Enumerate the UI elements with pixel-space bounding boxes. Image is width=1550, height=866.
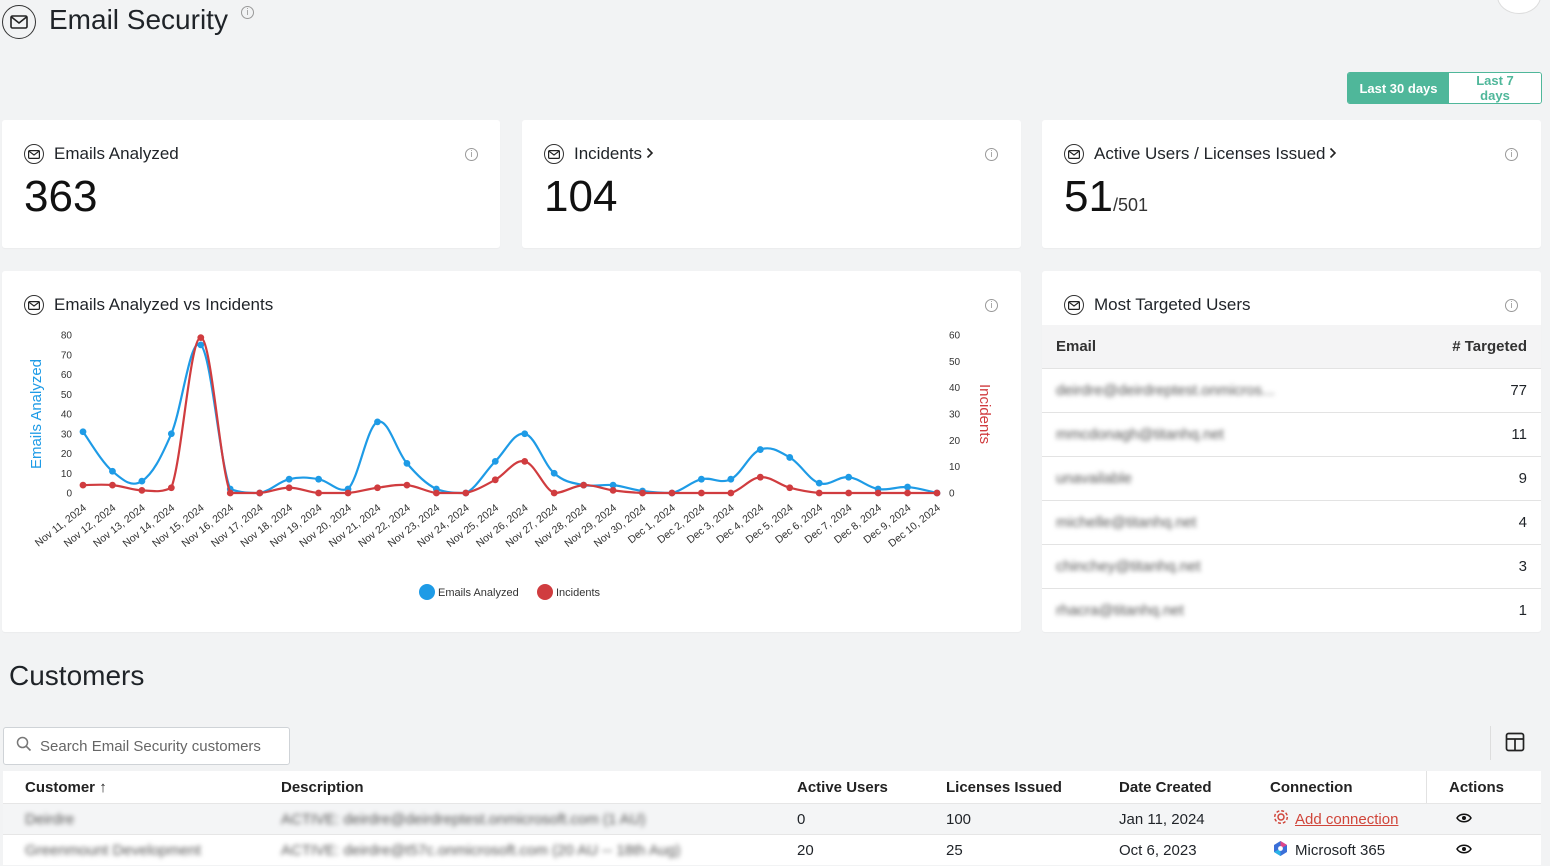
divider <box>1426 771 1427 803</box>
customer-search[interactable] <box>3 727 290 765</box>
card-title: Emails Analyzed <box>54 144 179 163</box>
table-row[interactable]: unavailable 9 <box>1042 456 1541 500</box>
licenses-value: 25 <box>946 841 963 859</box>
emails-analyzed-card: Emails Analyzed i 363 <box>2 120 500 248</box>
licenses-column-header[interactable]: Licenses Issued <box>946 778 1062 796</box>
customer-name[interactable]: Deirdre <box>25 810 75 828</box>
emails-analyzed-value: 363 <box>24 172 98 221</box>
table-row[interactable]: mmcdonagh@titanhq.net 11 <box>1042 412 1541 456</box>
card-title: Active Users / Licenses Issued <box>1094 144 1326 163</box>
customer-column-label: Customer <box>25 778 96 796</box>
search-input[interactable] <box>40 737 280 755</box>
email-security-icon <box>2 5 36 39</box>
divider <box>1490 726 1491 760</box>
actions-column-header: Actions <box>1449 778 1505 796</box>
user-email: mmcdonagh@titanhq.net <box>1056 426 1224 443</box>
customer-name[interactable]: Greenmount Development <box>25 841 201 859</box>
customer-description: ACTIVE: deirdre@deirdreptest.onmicrosoft… <box>281 810 646 828</box>
card-title: Incidents <box>574 144 643 163</box>
date-created-column-header[interactable]: Date Created <box>1119 778 1212 796</box>
date-range-toggle: Last 30 days Last 7 days <box>1347 72 1542 104</box>
table-columns-icon[interactable] <box>1505 732 1527 754</box>
active-users-value: 0 <box>797 810 806 828</box>
mail-icon <box>1064 144 1084 164</box>
active-users-value: 51/501 <box>1064 172 1148 222</box>
info-icon[interactable]: i <box>1505 148 1518 161</box>
card-title: Most Targeted Users <box>1094 295 1251 314</box>
page-title: Email Security <box>49 4 228 35</box>
sort-arrow-up-icon: ↑ <box>99 778 107 796</box>
targeted-count: 77 <box>1510 382 1527 399</box>
customer-description: ACTIVE: deirdre@t57c.onmicrosoft.com (20… <box>281 841 681 859</box>
incidents-value: 104 <box>544 172 618 221</box>
active-users-link[interactable]: Active Users / Licenses Issued <box>1064 144 1337 164</box>
mail-icon <box>1064 295 1084 315</box>
targeted-count: 1 <box>1518 602 1527 619</box>
targeted-count: 11 <box>1511 426 1527 443</box>
connection-column-header[interactable]: Connection <box>1270 778 1353 796</box>
table-row[interactable]: chinchey@titanhq.net 3 <box>1042 544 1541 588</box>
close-button[interactable] <box>1497 0 1541 14</box>
table-row[interactable]: rhacra@titanhq.net 1 <box>1042 588 1541 632</box>
active-users-value: 20 <box>797 841 814 859</box>
targeted-count: 9 <box>1518 470 1527 487</box>
user-email: deirdre@deirdreptest.onmicros... <box>1056 382 1275 399</box>
view-eye-icon[interactable] <box>1456 811 1472 828</box>
targeted-column-header[interactable]: # Targeted <box>1452 338 1527 355</box>
chevron-right-icon <box>646 144 654 164</box>
customers-table-header: Customer ↑ Description Active Users Lice… <box>3 771 1541 803</box>
most-targeted-users-card: Most Targeted Users i Email # Targeted d… <box>1042 271 1541 632</box>
description-column-header[interactable]: Description <box>281 778 364 796</box>
user-email: michelle@titanhq.net <box>1056 514 1197 531</box>
mail-icon <box>24 144 44 164</box>
search-icon <box>16 736 32 757</box>
chevron-right-icon <box>1329 144 1337 164</box>
targeted-count: 3 <box>1518 558 1527 575</box>
user-email: unavailable <box>1056 470 1132 487</box>
table-row[interactable]: Greenmount Development ACTIVE: deirdre@t… <box>3 834 1541 865</box>
customer-column-header[interactable]: Customer ↑ <box>25 779 107 796</box>
last-7-days-button[interactable]: Last 7 days <box>1449 73 1541 103</box>
user-email: chinchey@titanhq.net <box>1056 558 1201 575</box>
targeted-count: 4 <box>1518 514 1527 531</box>
table-row[interactable]: michelle@titanhq.net 4 <box>1042 500 1541 544</box>
targeted-table-header: Email # Targeted <box>1042 325 1541 368</box>
table-row[interactable]: deirdre@deirdreptest.onmicros... 77 <box>1042 368 1541 412</box>
last-30-days-button[interactable]: Last 30 days <box>1348 73 1449 103</box>
active-users-column-header[interactable]: Active Users <box>797 778 888 796</box>
emails-vs-incidents-card: Emails Analyzed vs Incidents i <box>2 271 1021 632</box>
view-eye-icon[interactable] <box>1456 842 1472 859</box>
licenses-value: 100 <box>946 810 972 828</box>
incidents-card: Incidents i 104 <box>522 120 1021 248</box>
active-users-count: 51 <box>1064 172 1113 221</box>
date-created-value: Jan 11, 2024 <box>1119 810 1205 828</box>
microsoft-365-icon <box>1272 840 1289 861</box>
connection-label: Microsoft 365 <box>1295 841 1386 859</box>
user-email: rhacra@titanhq.net <box>1056 602 1184 619</box>
info-icon[interactable]: i <box>241 6 254 19</box>
info-icon[interactable]: i <box>1505 299 1518 312</box>
add-connection-link[interactable]: Add connection <box>1272 808 1398 830</box>
gear-icon <box>1272 808 1290 830</box>
connection-status: Microsoft 365 <box>1272 840 1385 861</box>
add-connection-label: Add connection <box>1295 810 1399 828</box>
mail-icon <box>24 295 44 315</box>
info-icon[interactable]: i <box>465 148 478 161</box>
date-created-value: Oct 6, 2023 <box>1119 841 1197 859</box>
card-title: Emails Analyzed vs Incidents <box>54 295 274 314</box>
info-icon[interactable]: i <box>985 299 998 312</box>
info-icon[interactable]: i <box>985 148 998 161</box>
incidents-link[interactable]: Incidents <box>544 144 654 164</box>
licenses-issued-total: /501 <box>1112 195 1148 215</box>
customers-title: Customers <box>9 660 145 691</box>
email-column-header[interactable]: Email <box>1056 338 1097 355</box>
mail-icon <box>544 144 564 164</box>
active-users-card: Active Users / Licenses Issued i 51/501 <box>1042 120 1541 248</box>
table-row[interactable]: Deirdre ACTIVE: deirdre@deirdreptest.onm… <box>3 803 1541 834</box>
